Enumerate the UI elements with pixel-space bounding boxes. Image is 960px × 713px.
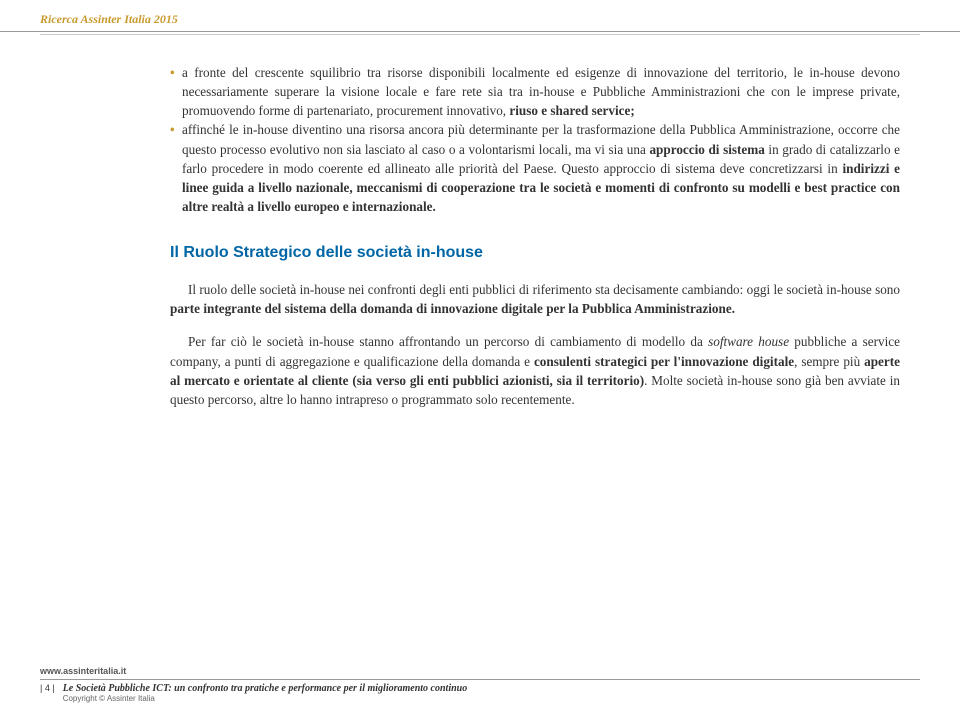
para-bold: consulenti strategici per l'innovazione … [534,354,794,369]
bullet-marker-icon: • [170,63,175,82]
page-header: Ricerca Assinter Italia 2015 [0,0,960,32]
page-footer: www.assinteritalia.it | 4 | Le Società P… [0,666,960,703]
para-bold: parte integrante del sistema della doman… [170,301,735,316]
bullet-bold: approccio di sistema [649,142,764,157]
paragraph: Per far ciò le società in-house stanno a… [170,332,900,409]
footer-row: | 4 | Le Società Pubbliche ICT: un confr… [40,683,920,703]
para-italic: software house [708,334,789,349]
footer-title: Le Società Pubbliche ICT: un confronto t… [63,683,920,694]
header-title: Ricerca Assinter Italia 2015 [40,12,920,27]
bullet-marker-icon: • [170,120,175,139]
bullet-item: • a fronte del crescente squilibrio tra … [170,63,900,120]
footer-url: www.assinteritalia.it [40,666,920,680]
para-text: Per far ciò le società in-house stanno a… [188,334,708,349]
paragraph: Il ruolo delle società in-house nei conf… [170,280,900,318]
para-text: , sempre più [794,354,864,369]
footer-text-block: Le Società Pubbliche ICT: un confronto t… [63,683,920,703]
footer-copyright: Copyright © Assinter Italia [63,694,920,703]
section-heading: Il Ruolo Strategico delle società in-hou… [170,244,900,262]
main-content: • a fronte del crescente squilibrio tra … [0,35,960,409]
bullet-item: • affinché le in-house diventino una ris… [170,120,900,216]
bullet-list: • a fronte del crescente squilibrio tra … [170,63,900,216]
page-number: | 4 | [40,683,55,693]
bullet-bold: riuso e shared service; [509,103,634,118]
para-text: Il ruolo delle società in-house nei conf… [188,282,900,297]
